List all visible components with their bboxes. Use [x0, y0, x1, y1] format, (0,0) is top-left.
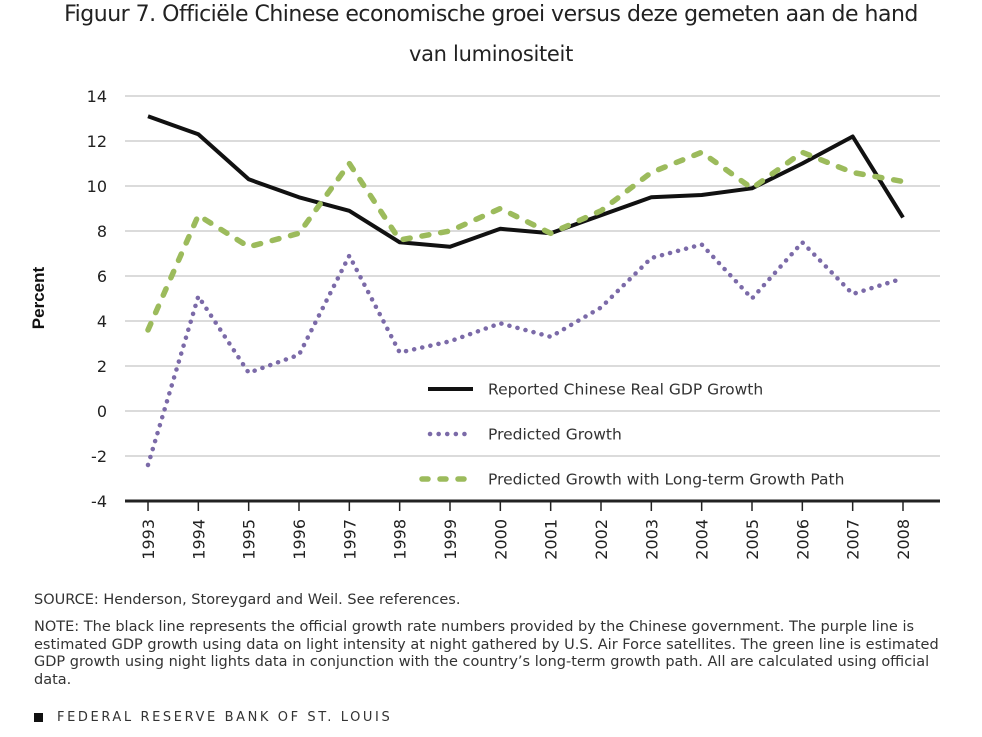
series-line-dotted — [145, 240, 906, 468]
series-lines — [145, 114, 906, 468]
y-axis-ticks: 14 12 10 8 6 4 2 0 -2 -4 — [87, 87, 107, 511]
y-tick-label: 2 — [97, 357, 107, 376]
publisher-footer: FEDERAL RESERVE BANK OF ST. LOUIS — [34, 710, 392, 725]
x-axis: 1993 1994 1995 1996 1997 1998 1999 2000 2001 2002… — [125, 499, 940, 560]
series-line-solid — [147, 114, 905, 249]
y-axis-label: Percent — [29, 266, 48, 329]
x-tick-label: 2001 — [542, 519, 561, 560]
x-tick-label: 2008 — [894, 519, 913, 560]
y-tick-label: -4 — [91, 492, 107, 511]
x-tick-label: 1997 — [340, 519, 359, 560]
publisher-name: FEDERAL RESERVE BANK OF ST. LOUIS — [57, 710, 393, 725]
y-tick-label: 0 — [97, 402, 107, 421]
legend-label: Reported Chinese Real GDP Growth — [488, 381, 763, 399]
x-tick-label: 2002 — [592, 519, 611, 560]
x-tick-label: 1999 — [441, 519, 460, 560]
legend: Reported Chinese Real GDP Growth Predicte… — [419, 381, 844, 489]
y-tick-label: 12 — [87, 132, 107, 151]
y-tick-label: 14 — [87, 87, 107, 106]
x-tick-label: 2003 — [642, 519, 661, 560]
y-tick-label: 6 — [97, 267, 107, 286]
x-tick-label: 1993 — [139, 519, 158, 560]
explanatory-note: NOTE: The black line represents the offi… — [34, 619, 939, 688]
figure-title-line-1: Figuur 7. Officiële Chinese economische … — [64, 2, 918, 27]
x-tick-label: 2006 — [793, 519, 812, 560]
y-tick-label: 4 — [97, 312, 107, 331]
series-line-dashed — [145, 149, 906, 333]
y-tick-label: 10 — [87, 177, 107, 196]
x-tick-label: 1998 — [391, 519, 410, 560]
x-tick-label: 2000 — [491, 519, 510, 560]
gridlines — [125, 95, 940, 457]
x-tick-label: 1994 — [189, 519, 208, 560]
y-tick-label: -2 — [91, 447, 107, 466]
legend-label: Predicted Growth — [488, 426, 622, 444]
figure-title-line-2: van luminositeit — [408, 42, 574, 66]
x-tick-label: 1996 — [290, 519, 309, 560]
x-tick-label: 2005 — [743, 519, 762, 560]
square-bullet-icon — [34, 713, 43, 722]
x-tick-label: 1995 — [240, 519, 259, 560]
line-chart: 14 12 10 8 6 4 2 0 -2 -4 1993 1994 1995 1996 1997 1998… — [29, 87, 940, 560]
x-tick-label: 2004 — [693, 519, 712, 560]
y-tick-label: 8 — [97, 222, 107, 241]
x-tick-label: 2007 — [844, 519, 863, 560]
legend-label: Predicted Growth with Long-term Growth P… — [488, 471, 844, 489]
source-note: SOURCE: Henderson, Storeygard and Weil. … — [34, 592, 461, 608]
